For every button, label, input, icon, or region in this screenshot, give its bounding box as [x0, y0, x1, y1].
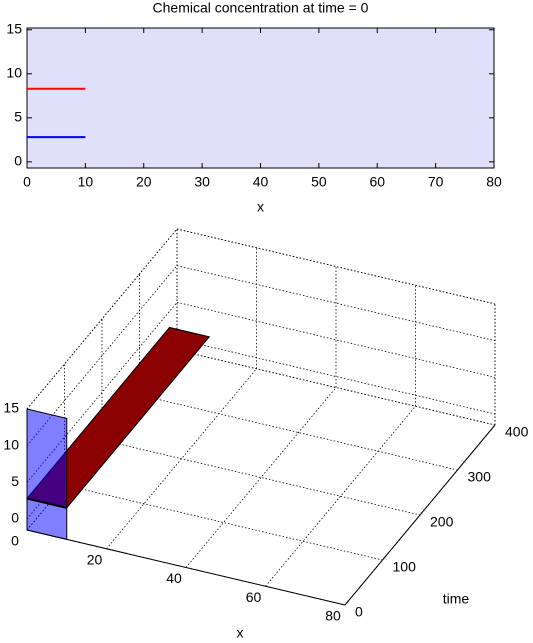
- y-tick-label: 100: [393, 559, 417, 575]
- chart-title: Chemical concentration at time = 0: [153, 0, 369, 16]
- x-tick-label: 60: [246, 589, 262, 605]
- x-tick-label: 60: [369, 174, 385, 190]
- plot-area: [26, 27, 495, 169]
- grid-line: [106, 368, 257, 550]
- y-tick-label: 15: [6, 20, 22, 36]
- y-tick-label: 200: [430, 514, 454, 530]
- z-tick-label: 0: [11, 510, 19, 526]
- x-tick-label: 0: [23, 174, 31, 190]
- x-tick-label: 20: [87, 551, 103, 567]
- x-axis-label: x: [257, 199, 264, 215]
- x-tick-label: 80: [325, 608, 341, 624]
- y-tick-label: 0: [14, 153, 22, 169]
- grid-line: [64, 484, 383, 561]
- x-tick-label: 40: [166, 570, 182, 586]
- axis-line: [26, 529, 346, 606]
- y-tick-label: 400: [505, 424, 529, 440]
- grid-line: [265, 405, 416, 587]
- x-tick-label: 30: [194, 174, 210, 190]
- x-tick-label: 50: [311, 174, 327, 190]
- x-axis-label: x: [237, 625, 244, 641]
- x-tick-label: 0: [11, 533, 19, 549]
- y-axis-label: time: [443, 591, 470, 607]
- grid-line: [185, 387, 337, 568]
- series-line: [26, 497, 67, 509]
- x-tick-label: 20: [136, 174, 152, 190]
- z-tick-label: 10: [3, 436, 19, 452]
- grid-line: [26, 228, 178, 410]
- y-tick-label: 10: [6, 64, 22, 80]
- grid-line: [101, 439, 421, 516]
- y-tick-label: 5: [14, 109, 22, 125]
- z-tick-label: 15: [3, 400, 19, 416]
- x-tick-label: 40: [253, 174, 269, 190]
- surface: [26, 408, 68, 541]
- axis-line: [344, 424, 496, 606]
- x-tick-label: 10: [78, 174, 94, 190]
- y-tick-label: 300: [468, 469, 492, 485]
- x-tick-label: 80: [486, 174, 502, 190]
- x-tick-label: 70: [428, 174, 444, 190]
- y-tick-label: 0: [355, 604, 363, 620]
- z-tick-label: 5: [11, 473, 19, 489]
